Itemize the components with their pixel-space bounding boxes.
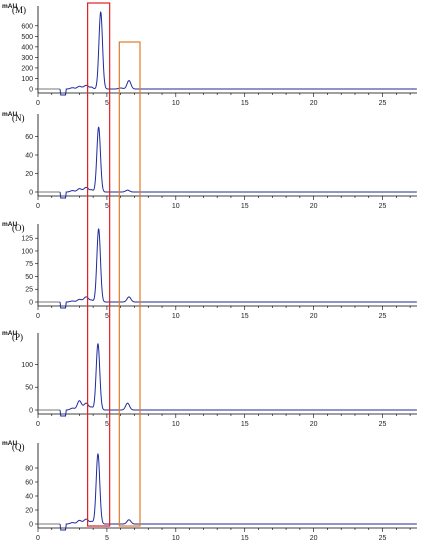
y-tick-label: 0 — [29, 522, 33, 529]
x-tick-label: 20 — [310, 313, 318, 320]
y-axis-label: mAU — [2, 330, 17, 337]
x-tick-label: 5 — [105, 203, 109, 210]
y-tick-label: 80 — [25, 466, 33, 473]
panel-label: (O) — [12, 223, 25, 233]
y-tick-label: 60 — [25, 134, 33, 141]
y-axis-label: mAU — [2, 440, 17, 447]
y-tick-label: 40 — [25, 494, 33, 501]
y-tick-label: 600 — [21, 23, 33, 30]
y-tick-label: 100 — [21, 76, 33, 83]
chromatogram-trace — [59, 126, 417, 199]
y-tick-label: 100 — [21, 362, 33, 369]
x-tick-label: 10 — [172, 203, 180, 210]
y-tick-label: 0 — [29, 87, 33, 94]
x-tick-label: 20 — [310, 421, 318, 428]
y-axis-label: mAU — [2, 111, 17, 118]
highlight-box-main-peak — [87, 2, 111, 527]
y-tick-label: 25 — [25, 287, 33, 294]
x-tick-label: 0 — [36, 313, 40, 320]
chart-panel-3: (O)mAU 0 25 50 75 100 125 0 5 10 15 20 25 — [2, 221, 417, 320]
x-tick-label: 25 — [379, 535, 387, 542]
y-tick-label: 50 — [25, 385, 33, 392]
chart-panel-5: (Q)mAU 0 20 40 60 80 0 5 10 15 20 25 — [2, 440, 417, 542]
x-tick-label: 0 — [36, 535, 40, 542]
y-tick-label: 400 — [21, 44, 33, 51]
x-tick-label: 10 — [172, 421, 180, 428]
x-tick-label: 15 — [241, 535, 249, 542]
x-tick-label: 5 — [105, 100, 109, 107]
chromatogram-trace — [59, 453, 417, 531]
x-tick-label: 0 — [36, 203, 40, 210]
y-tick-label: 50 — [25, 274, 33, 281]
x-tick-label: 25 — [379, 203, 387, 210]
y-tick-label: 300 — [21, 55, 33, 62]
x-tick-label: 15 — [241, 100, 249, 107]
y-tick-label: 0 — [29, 300, 33, 307]
x-tick-label: 15 — [241, 421, 249, 428]
chromatogram-trace — [59, 11, 417, 96]
x-tick-label: 5 — [105, 313, 109, 320]
y-tick-label: 200 — [21, 65, 33, 72]
x-tick-label: 15 — [241, 313, 249, 320]
chromatogram-trace — [59, 342, 417, 417]
y-tick-label: 125 — [21, 236, 33, 243]
chart-panel-4: (P)mAU 0 50 100 0 5 10 15 20 25 — [2, 330, 417, 428]
panel-label: (Q) — [12, 442, 25, 452]
y-tick-label: 60 — [25, 480, 33, 487]
y-tick-label: 20 — [25, 508, 33, 515]
x-tick-label: 25 — [379, 313, 387, 320]
x-tick-label: 10 — [172, 100, 180, 107]
x-tick-label: 15 — [241, 203, 249, 210]
x-tick-label: 10 — [172, 535, 180, 542]
y-tick-label: 0 — [29, 190, 33, 197]
panel-label: (M) — [12, 5, 26, 15]
x-tick-label: 5 — [105, 535, 109, 542]
y-axis-label: mAU — [2, 221, 17, 228]
x-tick-label: 20 — [310, 203, 318, 210]
y-tick-label: 500 — [21, 34, 33, 41]
highlight-box-secondary-peak — [118, 41, 141, 527]
y-tick-label: 75 — [25, 261, 33, 268]
x-tick-label: 25 — [379, 421, 387, 428]
chart-panel-1: (M)mAU 0 100 200 300 400 500 600 0 5 10 15 20 25 — [2, 3, 417, 107]
y-tick-label: 100 — [21, 248, 33, 255]
y-tick-label: 0 — [29, 408, 33, 415]
x-tick-label: 0 — [36, 100, 40, 107]
y-tick-label: 40 — [25, 153, 33, 160]
x-tick-label: 5 — [105, 421, 109, 428]
chart-panel-2: (N)mAU 0 20 40 60 0 5 10 15 20 25 — [2, 111, 417, 210]
x-tick-label: 20 — [310, 100, 318, 107]
panel-label: (P) — [12, 332, 23, 342]
x-tick-label: 10 — [172, 313, 180, 320]
x-tick-label: 0 — [36, 421, 40, 428]
x-tick-label: 25 — [379, 100, 387, 107]
y-axis-label: mAU — [2, 3, 17, 10]
chromatogram-trace — [59, 228, 417, 309]
x-tick-label: 20 — [310, 535, 318, 542]
y-tick-label: 20 — [25, 171, 33, 178]
panel-label: (N) — [12, 113, 25, 123]
